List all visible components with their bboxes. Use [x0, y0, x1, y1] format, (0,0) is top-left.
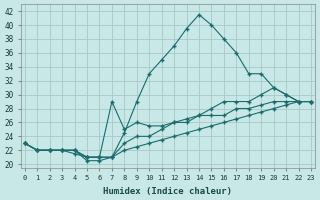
X-axis label: Humidex (Indice chaleur): Humidex (Indice chaleur): [103, 187, 232, 196]
